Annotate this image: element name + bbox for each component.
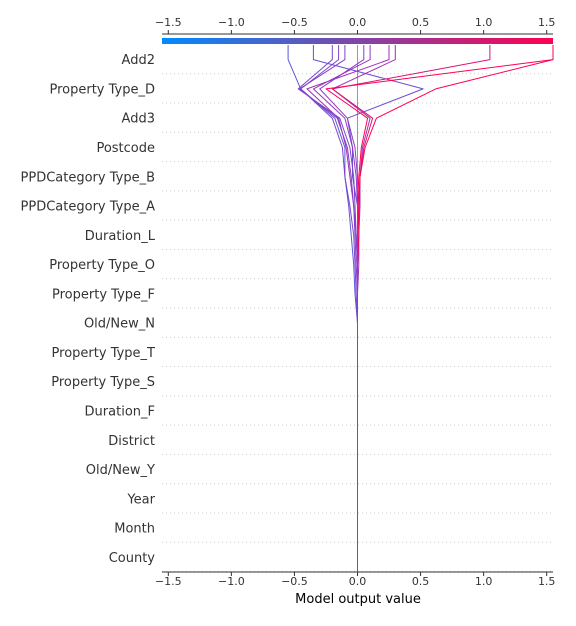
tick-label: −1.5 — [155, 16, 182, 29]
feature-label: PPDCategory Type_B — [21, 170, 155, 185]
tick-label: −1.0 — [218, 575, 245, 588]
feature-label: Month — [114, 522, 155, 537]
feature-label: District — [108, 434, 155, 449]
top-axis: −1.5 −1.0 −0.5 0.0 0.5 1.0 1.5 — [155, 16, 556, 35]
tick-label: −1.0 — [218, 16, 245, 29]
feature-label: Property Type_F — [52, 287, 155, 302]
feature-labels: Add2 Property Type_D Add3 Postcode PPDCatego… — [21, 53, 156, 566]
decision-lines — [287, 45, 554, 572]
feature-label: Old/New_N — [84, 317, 155, 332]
tick-label: 0.0 — [349, 16, 367, 29]
tick-label: 0.5 — [412, 575, 430, 588]
feature-label: Property Type_O — [49, 258, 155, 273]
tick-label: −0.5 — [281, 16, 308, 29]
tick-label: −0.5 — [281, 575, 308, 588]
feature-label: Postcode — [96, 141, 155, 156]
tick-label: 1.0 — [475, 16, 493, 29]
feature-label: Old/New_Y — [86, 463, 155, 478]
tick-label: 0.0 — [349, 575, 367, 588]
feature-label: Add2 — [122, 53, 155, 68]
feature-label: Property Type_S — [51, 375, 155, 390]
tick-label: −1.5 — [155, 575, 182, 588]
tick-label: 1.5 — [538, 16, 556, 29]
x-axis-title: Model output value — [295, 592, 421, 607]
feature-label: County — [109, 551, 156, 566]
feature-label: Property Type_D — [49, 82, 155, 97]
colorbar — [162, 38, 553, 44]
feature-label: Add3 — [122, 112, 155, 127]
tick-label: 0.5 — [412, 16, 430, 29]
feature-label: Year — [126, 492, 155, 507]
feature-label: PPDCategory Type_A — [21, 200, 156, 215]
feature-label: Property Type_T — [52, 346, 156, 361]
decision-line — [299, 45, 358, 572]
bottom-axis: −1.5 −1.0 −0.5 0.0 0.5 1.0 1.5 — [155, 571, 556, 588]
feature-label: Duration_F — [85, 404, 155, 419]
tick-label: 1.5 — [538, 575, 556, 588]
tick-label: 1.0 — [475, 575, 493, 588]
feature-label: Duration_L — [85, 229, 156, 244]
